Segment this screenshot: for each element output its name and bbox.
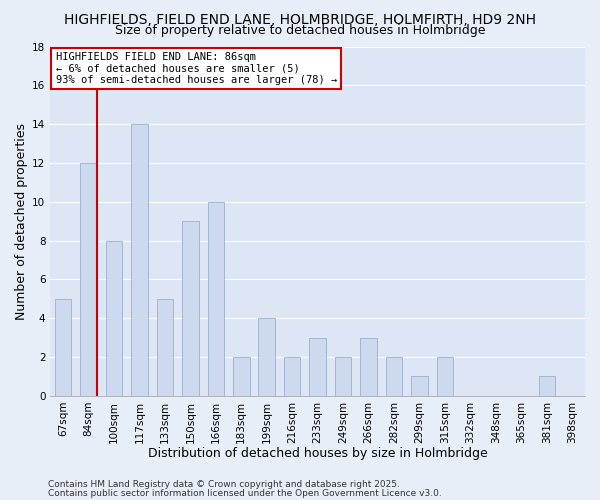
Bar [106, 240, 122, 396]
Bar [55, 299, 71, 396]
X-axis label: Distribution of detached houses by size in Holmbridge: Distribution of detached houses by size … [148, 447, 488, 460]
Bar [310, 338, 326, 396]
Text: Contains HM Land Registry data © Crown copyright and database right 2025.: Contains HM Land Registry data © Crown c… [48, 480, 400, 489]
Bar [131, 124, 148, 396]
Bar [411, 376, 428, 396]
Bar [233, 357, 250, 396]
Y-axis label: Number of detached properties: Number of detached properties [15, 122, 28, 320]
Text: Contains public sector information licensed under the Open Government Licence v3: Contains public sector information licen… [48, 488, 442, 498]
Bar [284, 357, 301, 396]
Text: Size of property relative to detached houses in Holmbridge: Size of property relative to detached ho… [115, 24, 485, 37]
Bar [259, 318, 275, 396]
Text: HIGHFIELDS FIELD END LANE: 86sqm
← 6% of detached houses are smaller (5)
93% of : HIGHFIELDS FIELD END LANE: 86sqm ← 6% of… [56, 52, 337, 85]
Bar [539, 376, 555, 396]
Bar [360, 338, 377, 396]
Bar [80, 163, 97, 396]
Bar [437, 357, 453, 396]
Text: HIGHFIELDS, FIELD END LANE, HOLMBRIDGE, HOLMFIRTH, HD9 2NH: HIGHFIELDS, FIELD END LANE, HOLMBRIDGE, … [64, 12, 536, 26]
Bar [157, 299, 173, 396]
Bar [386, 357, 403, 396]
Bar [182, 221, 199, 396]
Bar [208, 202, 224, 396]
Bar [335, 357, 352, 396]
